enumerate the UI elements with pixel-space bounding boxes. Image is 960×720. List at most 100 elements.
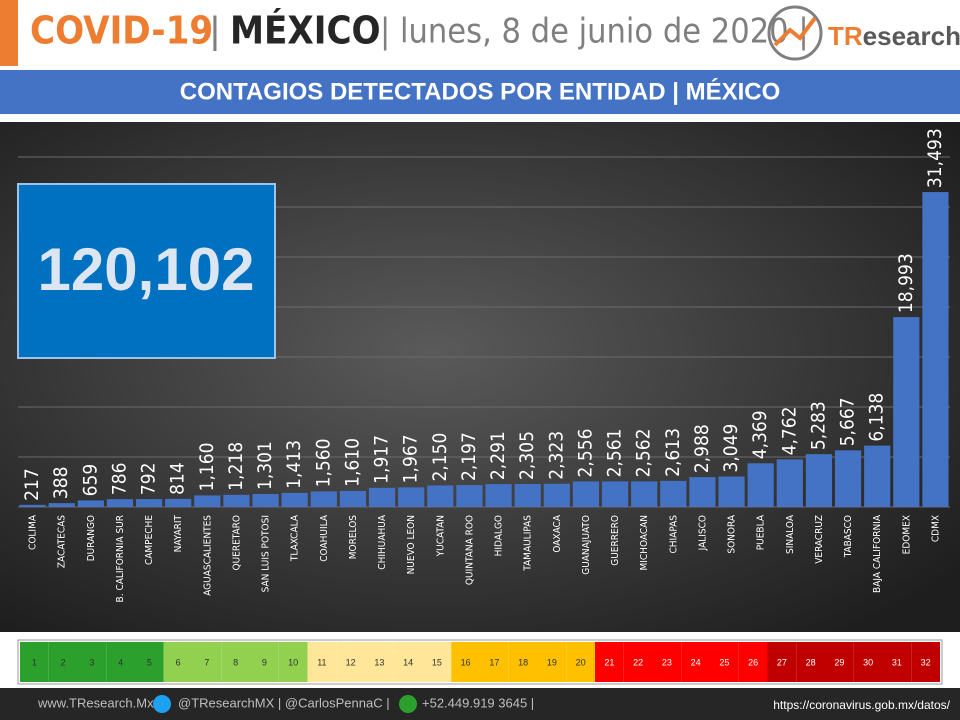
scale-label: 21 bbox=[604, 657, 614, 667]
x-tick-label: OAXACA bbox=[552, 514, 563, 552]
scale-cell bbox=[365, 642, 394, 682]
scale-cell bbox=[192, 642, 222, 682]
scale-cell bbox=[767, 642, 797, 682]
bar bbox=[48, 503, 75, 507]
scale-cell bbox=[738, 642, 768, 682]
x-tick-label: EDOMEX bbox=[901, 515, 912, 554]
scale-cell bbox=[825, 642, 854, 682]
scale-cell bbox=[566, 642, 595, 682]
value-label: 2,562 bbox=[633, 428, 655, 477]
bar bbox=[398, 487, 425, 507]
bar bbox=[718, 476, 745, 507]
bar bbox=[135, 499, 163, 507]
scale-cell bbox=[221, 642, 250, 682]
bar bbox=[747, 463, 774, 507]
value-label: 1,218 bbox=[225, 442, 247, 491]
scale-label: 1 bbox=[32, 657, 37, 667]
scale-cell bbox=[853, 642, 883, 682]
scale-cell bbox=[882, 642, 912, 682]
bar bbox=[19, 504, 46, 507]
scale-cell bbox=[911, 642, 940, 682]
value-label: 217 bbox=[21, 468, 43, 501]
value-label: 2,613 bbox=[662, 428, 684, 477]
bar bbox=[485, 484, 512, 507]
scale-label: 15 bbox=[432, 657, 442, 667]
value-label: 1,160 bbox=[196, 442, 218, 491]
scale-cell bbox=[77, 642, 107, 682]
x-tick-label: ZACATECAS bbox=[57, 515, 68, 568]
scale-cell bbox=[796, 642, 825, 682]
bar bbox=[601, 481, 629, 507]
bar bbox=[776, 459, 803, 507]
x-tick-label: COLIMA bbox=[28, 514, 39, 550]
scale-cell bbox=[336, 642, 365, 682]
value-label: 2,323 bbox=[545, 431, 567, 480]
footer-phone: +52.449.919 3645 | bbox=[422, 695, 534, 710]
value-label: 2,305 bbox=[516, 431, 538, 480]
value-label: 18,993 bbox=[895, 253, 917, 313]
x-tick-label: TLAXCALA bbox=[290, 514, 301, 562]
bar bbox=[922, 192, 949, 507]
bar bbox=[893, 317, 920, 507]
x-tick-label: GUERRERO bbox=[610, 515, 621, 566]
scale-cell bbox=[135, 642, 164, 682]
bar bbox=[864, 445, 891, 507]
value-label: 6,138 bbox=[866, 393, 888, 442]
value-label: 2,291 bbox=[487, 431, 509, 480]
footer-site: www.TResearch.Mx | bbox=[37, 695, 161, 710]
x-tick-label: TABASCO bbox=[843, 515, 854, 558]
value-label: 1,967 bbox=[400, 434, 422, 483]
value-label: 659 bbox=[79, 464, 101, 497]
x-tick-label: AGUASCALIENTES bbox=[202, 515, 213, 596]
x-tick-label: COAHUILA bbox=[319, 514, 330, 562]
scale-cell bbox=[652, 642, 682, 682]
footer-twitter: @TResearchMX | @CarlosPennaC | bbox=[178, 695, 390, 710]
logo-a: TR bbox=[828, 21, 863, 51]
scale-cell bbox=[163, 642, 193, 682]
bar bbox=[834, 450, 862, 507]
bar bbox=[252, 493, 279, 507]
scale-label: 28 bbox=[806, 657, 816, 667]
x-tick-label: SINALOA bbox=[785, 514, 796, 554]
bar bbox=[368, 487, 396, 507]
title-banner bbox=[0, 70, 960, 114]
bar bbox=[689, 477, 716, 507]
bar bbox=[660, 480, 687, 507]
scale-label: 19 bbox=[547, 657, 557, 667]
x-tick-label: DURANGO bbox=[86, 515, 97, 561]
scale-label: 7 bbox=[204, 657, 209, 667]
bar bbox=[77, 500, 104, 507]
phone-icon bbox=[399, 695, 417, 713]
scale-label: 30 bbox=[863, 657, 873, 667]
x-tick-label: B. CALIFORNIA SUR bbox=[115, 515, 126, 602]
scale-cell bbox=[595, 642, 624, 682]
x-tick-label: CAMPECHE bbox=[144, 515, 155, 565]
value-label: 4,762 bbox=[778, 406, 800, 455]
header-country: MÉXICO bbox=[230, 9, 381, 53]
plot: 217 COLIMA 388 ZACATECAS 659 DURANGO 786 B. CAL… bbox=[18, 128, 950, 602]
x-tick-label: NUEVO LEON bbox=[406, 515, 417, 574]
x-tick-label: QUINTANA ROO bbox=[464, 515, 475, 585]
value-label: 5,667 bbox=[837, 397, 859, 446]
scale-cell bbox=[623, 642, 653, 682]
scale-label: 11 bbox=[317, 657, 326, 667]
bar bbox=[106, 499, 134, 507]
x-tick-label: JALISCO bbox=[697, 515, 708, 551]
total-box bbox=[17, 183, 276, 359]
scale-label: 32 bbox=[921, 657, 931, 667]
scale-label: 3 bbox=[89, 657, 94, 667]
bar bbox=[223, 494, 250, 507]
x-tick-label: CHIHUAHUA bbox=[377, 514, 388, 570]
logo: TResearch bbox=[828, 21, 960, 51]
x-tick-label: MICHOACAN bbox=[639, 515, 650, 571]
x-tick-label: TAMAULIPAS bbox=[523, 515, 534, 572]
bar bbox=[543, 483, 570, 507]
scale-cell bbox=[451, 642, 480, 682]
header-covid: COVID-19 bbox=[30, 9, 213, 53]
value-label: 4,369 bbox=[749, 410, 771, 459]
scale-label: 4 bbox=[118, 657, 123, 667]
bar bbox=[631, 481, 658, 507]
scale-cell bbox=[710, 642, 739, 682]
header-sep: | bbox=[210, 10, 220, 52]
scale-cell bbox=[393, 642, 423, 682]
